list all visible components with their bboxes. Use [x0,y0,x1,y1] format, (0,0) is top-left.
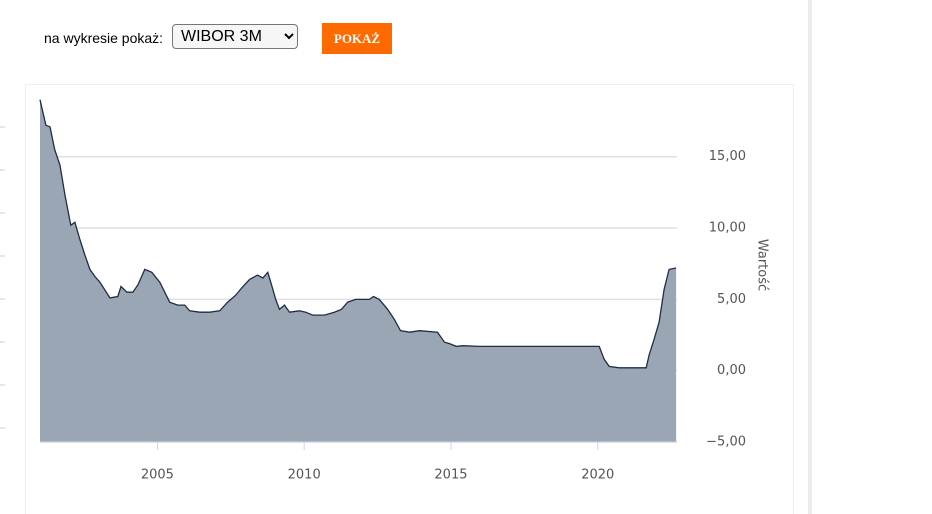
x-tick-label: 2015 [434,468,467,483]
select-label: na wykresie pokaż: [44,30,164,46]
series-select[interactable]: WIBOR 3M [172,24,298,49]
y-tick-label: 10,00 [709,221,746,236]
line [39,99,677,369]
y-tick-label: 5,00 [717,292,746,307]
y-tick-label: −5,00 [706,435,746,450]
sidebar-border [808,0,812,514]
x-tick-label: 2010 [288,468,321,483]
area [40,99,677,442]
y-tick-label: 15,00 [709,149,746,164]
show-button[interactable]: POKAŻ [322,23,392,54]
y-axis-title: Wartość [755,239,770,291]
left-edge-ticks [0,126,5,429]
chart-panel [25,84,794,514]
x-tick-label: 2005 [141,468,174,483]
x-tick-label: 2020 [581,468,614,483]
y-tick-label: 0,00 [717,363,746,378]
